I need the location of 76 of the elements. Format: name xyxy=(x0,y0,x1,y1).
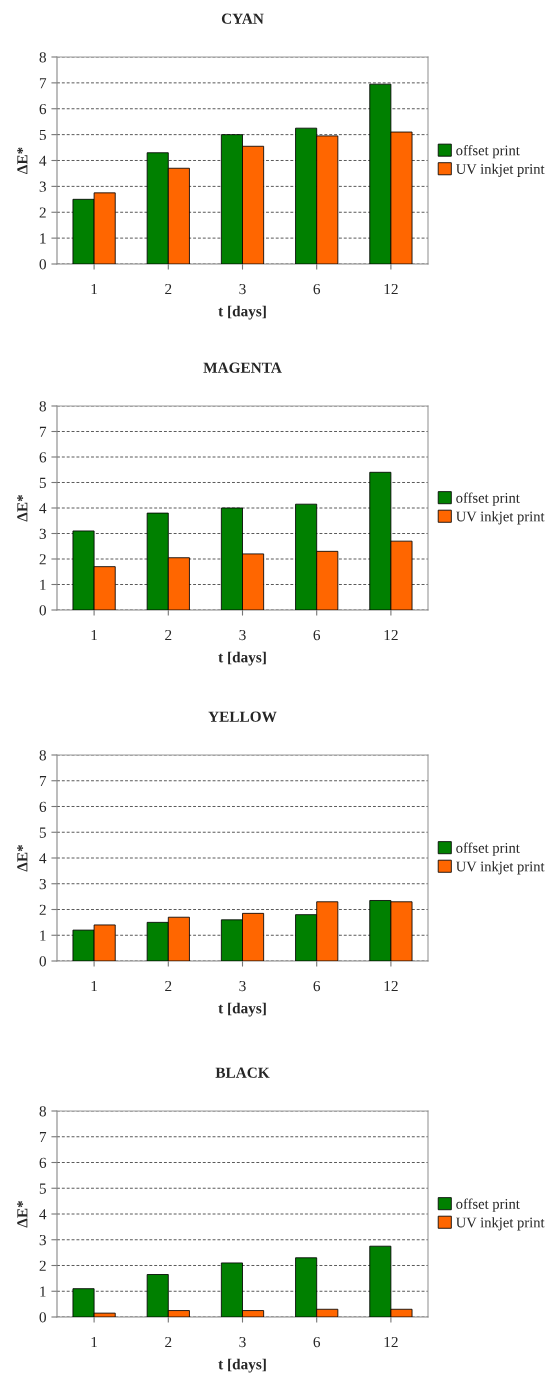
x-tick-label: 1 xyxy=(91,980,97,992)
y-tick-label: 6 xyxy=(39,452,47,463)
x-tick-label: 3 xyxy=(239,1336,246,1348)
y-tick-label: 2 xyxy=(39,904,46,915)
y-tick-label: 5 xyxy=(39,827,46,838)
x-tick-label: 1 xyxy=(91,629,97,641)
x-tick-label: 12 xyxy=(384,1336,398,1348)
y-tick-label: 5 xyxy=(39,129,46,141)
y-tick-label: 2 xyxy=(39,554,46,565)
y-tick-label: 3 xyxy=(39,1234,46,1246)
x-tick-label: 6 xyxy=(313,980,321,992)
y-tick-label: 8 xyxy=(39,1106,46,1117)
y-axis-title: ΔE* xyxy=(17,494,28,522)
legend-label: offset print xyxy=(456,842,520,856)
x-axis-title: t [days] xyxy=(218,651,266,666)
legend-label: UV inkjet print xyxy=(456,1217,545,1231)
x-tick-label: 6 xyxy=(313,283,321,295)
legend-label: offset print xyxy=(456,492,520,506)
y-tick-label: 0 xyxy=(39,1312,46,1323)
x-tick-label: 6 xyxy=(313,629,321,641)
legend-label: UV inkjet print xyxy=(456,163,545,177)
y-tick-label: 7 xyxy=(39,1132,47,1143)
y-tick-label: 8 xyxy=(39,52,46,63)
x-tick-label: 3 xyxy=(239,283,246,295)
chart-title: MAGENTA xyxy=(203,362,282,373)
y-tick-label: 2 xyxy=(39,207,46,218)
legend-label: UV inkjet print xyxy=(456,511,545,525)
y-tick-label: 4 xyxy=(39,155,47,166)
y-tick-label: 1 xyxy=(40,233,46,244)
y-tick-label: 6 xyxy=(39,103,47,115)
legend-label: offset print xyxy=(456,1198,520,1212)
y-tick-label: 7 xyxy=(39,426,47,437)
y-tick-label: 4 xyxy=(39,1209,47,1220)
legend-label: offset print xyxy=(456,144,520,159)
y-tick-label: 4 xyxy=(39,503,47,514)
x-tick-label: 6 xyxy=(313,1336,321,1348)
x-tick-label: 2 xyxy=(165,980,172,992)
y-tick-label: 6 xyxy=(39,1157,47,1168)
y-tick-label: 4 xyxy=(39,853,47,864)
x-tick-label: 12 xyxy=(384,629,398,641)
y-tick-label: 6 xyxy=(39,801,47,812)
x-tick-label: 1 xyxy=(91,1336,97,1348)
x-tick-label: 3 xyxy=(239,980,246,992)
y-tick-label: 5 xyxy=(39,1183,46,1194)
x-tick-label: 1 xyxy=(91,283,97,295)
chart-title: BLACK xyxy=(215,1067,270,1078)
y-tick-label: 7 xyxy=(39,78,47,89)
y-tick-label: 1 xyxy=(40,1286,46,1297)
x-axis-title: t [days] xyxy=(218,305,266,320)
y-tick-label: 5 xyxy=(39,477,46,488)
y-tick-label: 0 xyxy=(39,259,46,270)
x-tick-label: 12 xyxy=(384,283,398,295)
y-tick-label: 8 xyxy=(39,401,46,412)
x-axis-title: t [days] xyxy=(218,1358,266,1373)
x-tick-label: 2 xyxy=(165,283,172,295)
x-tick-label: 12 xyxy=(384,980,398,992)
chart-title: CYAN xyxy=(221,13,264,24)
y-tick-label: 7 xyxy=(39,776,47,787)
y-tick-label: 3 xyxy=(39,528,46,539)
x-tick-label: 2 xyxy=(165,1336,172,1348)
legend-label: UV inkjet print xyxy=(456,861,545,875)
chart-title: YELLOW xyxy=(208,711,277,722)
y-axis-title: ΔE* xyxy=(17,147,28,174)
y-tick-label: 3 xyxy=(39,878,46,890)
y-tick-label: 1 xyxy=(40,930,46,941)
y-tick-label: 3 xyxy=(39,181,46,192)
y-tick-label: 0 xyxy=(39,956,46,967)
y-tick-label: 0 xyxy=(39,605,46,616)
y-axis-title: ΔE* xyxy=(17,1200,28,1228)
x-tick-label: 2 xyxy=(165,629,172,641)
x-axis-title: t [days] xyxy=(218,1002,266,1017)
y-tick-label: 8 xyxy=(39,750,46,761)
y-tick-label: 1 xyxy=(40,579,46,590)
x-tick-label: 3 xyxy=(239,629,246,641)
y-tick-label: 2 xyxy=(39,1260,46,1271)
y-axis-title: ΔE* xyxy=(17,844,28,872)
